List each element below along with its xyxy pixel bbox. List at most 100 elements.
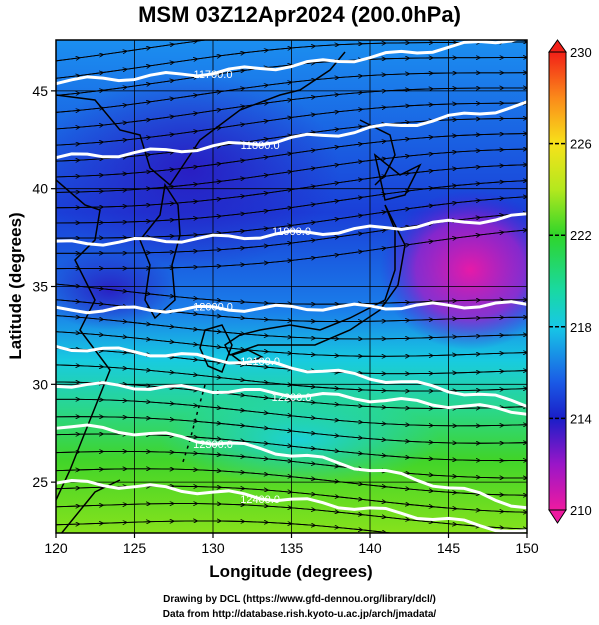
- wind-arrow: [220, 504, 245, 505]
- wind-arrow: [267, 458, 292, 461]
- wind-arrow: [432, 442, 457, 443]
- wind-arrow: [244, 456, 268, 459]
- coastline-hokkaido: [373, 153, 422, 201]
- x-tick-label: 125: [123, 540, 147, 556]
- wind-arrow: [314, 255, 339, 259]
- wind-arrow: [362, 303, 386, 304]
- contour-label: 12200.0: [272, 392, 312, 404]
- wind-arrow: [315, 463, 339, 467]
- wind-arrow: [314, 129, 339, 133]
- wind-arrow: [314, 147, 339, 151]
- wind-arrow: [291, 430, 316, 434]
- wind-arrow: [126, 368, 151, 370]
- wind-arrow: [362, 529, 386, 533]
- wind-arrow: [267, 100, 292, 104]
- coastline-honshu: [224, 204, 406, 356]
- contour-label: 11900.0: [272, 226, 311, 238]
- wind-arrow: [197, 359, 221, 363]
- wind-arrow: [173, 469, 198, 470]
- wind-arrow: [126, 48, 151, 52]
- wind-arrow: [79, 487, 104, 488]
- contour-line: [56, 40, 519, 86]
- wind-arrow: [385, 501, 410, 504]
- wind-arrow: [479, 371, 504, 372]
- wind-arrow: [56, 300, 80, 302]
- wind-arrow: [503, 165, 527, 166]
- wind-arrow: [432, 491, 457, 493]
- wind-arrow: [197, 56, 221, 60]
- wind-arrow: [338, 92, 363, 94]
- wind-arrow: [456, 235, 480, 239]
- wind-arrow: [150, 293, 174, 296]
- wind-arrow: [244, 33, 268, 35]
- x-tick-label: 150: [515, 540, 539, 556]
- wind-arrow: [291, 114, 316, 118]
- colorbar: 230 226 222 218 214 210: [548, 39, 592, 524]
- wind-arrow: [197, 421, 221, 423]
- wind-arrow: [79, 366, 104, 367]
- wind-arrow: [267, 522, 292, 523]
- wind-arrow: [150, 369, 174, 372]
- wind-arrow: [456, 354, 480, 355]
- y-axis: 25 30 35 40 45: [32, 83, 56, 490]
- wind-arrow: [291, 508, 316, 510]
- wind-arrow: [267, 352, 292, 354]
- wind-arrow: [456, 336, 480, 337]
- wind-arrow: [291, 150, 316, 154]
- colorbar-min-triangle: [548, 509, 567, 524]
- contour-line: [56, 300, 527, 315]
- wind-arrow: [126, 401, 151, 402]
- wind-arrow: [56, 58, 80, 62]
- wind-arrow: [362, 141, 386, 145]
- wind-arrow: [432, 104, 457, 105]
- wind-arrow: [432, 507, 457, 509]
- wind-arrow: [338, 511, 363, 514]
- wind-arrow: [173, 184, 198, 187]
- wind-arrow: [362, 159, 386, 162]
- wind-arrow: [56, 144, 80, 145]
- wind-arrow: [197, 128, 221, 132]
- wind-arrow: [56, 488, 80, 489]
- wind-arrow: [338, 215, 363, 220]
- x-tick-label: 120: [44, 540, 68, 556]
- wind-arrow: [267, 303, 292, 304]
- wind-arrow: [126, 66, 151, 70]
- wind-arrow: [480, 542, 504, 544]
- wind-arrow: [150, 339, 174, 343]
- wind-arrow: [479, 134, 504, 135]
- wind-arrow: [362, 438, 386, 440]
- wind-arrow: [244, 263, 268, 265]
- wind-arrow: [456, 460, 480, 461]
- wind-arrow: [338, 389, 363, 390]
- wind-arrow: [103, 87, 127, 91]
- wind-arrow: [315, 433, 339, 436]
- coastline-sakhalin: [359, 119, 396, 186]
- wind-arrow: [103, 417, 127, 418]
- wind-arrow: [409, 356, 433, 357]
- wind-arrow: [220, 439, 245, 441]
- wind-arrow: [150, 62, 174, 67]
- wind-arrow: [409, 241, 433, 246]
- wind-arrow: [362, 406, 386, 407]
- wind-arrow: [244, 246, 268, 249]
- wind-arrow: [456, 167, 480, 169]
- wind-arrow: [503, 512, 527, 513]
- wind-arrow: [56, 506, 80, 507]
- wind-arrow: [267, 473, 292, 476]
- y-tick-label: 35: [32, 279, 48, 295]
- wind-arrow: [385, 320, 410, 321]
- wind-arrow: [126, 417, 151, 418]
- wind-arrow: [220, 178, 245, 182]
- wind-arrow: [456, 318, 480, 319]
- contour-line: [56, 381, 527, 416]
- colorbar-max-triangle: [548, 39, 567, 53]
- wind-arrow: [126, 137, 151, 141]
- wind-arrow: [267, 506, 292, 508]
- wind-arrow: [220, 196, 245, 200]
- wind-arrow: [173, 77, 198, 81]
- wind-arrow: [315, 338, 339, 339]
- wind-arrow: [432, 337, 457, 338]
- wind-arrow: [103, 319, 127, 321]
- wind-arrow: [291, 222, 316, 226]
- wind-arrow: [197, 487, 221, 488]
